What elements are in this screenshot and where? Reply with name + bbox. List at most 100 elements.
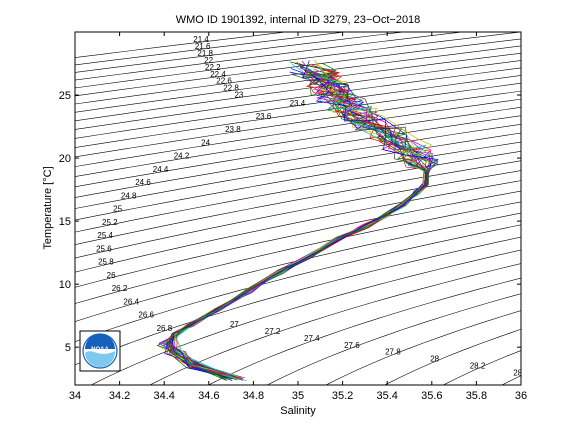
isopycnal-label: 21.6 (195, 42, 211, 51)
profile-line (162, 67, 439, 378)
isopycnal-label: 27 (230, 320, 239, 329)
isopycnal-line (75, 67, 521, 130)
profile-line (156, 73, 434, 380)
profile-lines (156, 59, 439, 381)
profile-line (166, 74, 427, 379)
y-tick-label: 20 (59, 153, 71, 165)
profile-line (166, 68, 428, 381)
profile-line (171, 70, 431, 380)
noaa-logo-sky (85, 334, 115, 349)
y-tick-label: 5 (65, 342, 71, 354)
profile-line (167, 65, 428, 380)
x-tick-label: 35.4 (376, 390, 397, 402)
profile-line (166, 63, 429, 378)
isopycnal-label: 25.4 (97, 231, 113, 240)
isopycnal-label: 24 (201, 139, 210, 148)
isopycnal-label: 23.4 (290, 99, 306, 108)
profile-line (172, 68, 428, 379)
x-tick-label: 35.2 (332, 390, 353, 402)
isopycnal-label: 23 (234, 91, 243, 100)
isopycnal-label: 22.4 (210, 70, 226, 79)
profile-line (166, 69, 428, 378)
isopycnal-label: 26.4 (123, 297, 139, 306)
y-tick-label: 25 (59, 90, 71, 102)
isopycnal-label: 26.8 (157, 324, 173, 333)
y-axis: 5 10 15 20 25 (59, 90, 521, 354)
x-tick-label: 34.2 (109, 390, 130, 402)
profile-line (167, 63, 431, 379)
isopycnal-label: 25.8 (98, 258, 114, 267)
x-tick-label: 36 (515, 390, 527, 402)
isopycnal-line (75, 32, 521, 89)
isopycnal-label: 28.6 (558, 376, 574, 385)
isopycnal-line (384, 328, 521, 385)
isopycnal-label: 28.4 (513, 369, 529, 378)
x-axis-label: Salinity (280, 405, 316, 417)
isopycnal-label: 25.6 (96, 244, 112, 253)
x-tick-label: 34.4 (153, 390, 174, 402)
isopycnal-line (75, 201, 521, 304)
x-tick-label: 35 (292, 390, 304, 402)
isopycnal-label: 22.2 (205, 63, 221, 72)
isopycnal-line (75, 236, 521, 366)
x-tick-label: 34 (69, 390, 81, 402)
isopycnal-label: 27.4 (304, 334, 320, 343)
isopycnal-line (75, 160, 521, 246)
noaa-logo-wave (85, 351, 116, 368)
x-tick-label: 34.8 (243, 390, 264, 402)
isopycnal-label: 28.2 (470, 362, 486, 371)
isopycnal-label: 24.8 (121, 191, 137, 200)
isopycnal-line (75, 38, 521, 97)
noaa-logo-text: NOAA (91, 347, 109, 353)
y-tick-label: 15 (59, 216, 71, 228)
x-tick-label: 34.6 (198, 390, 219, 402)
profile-line (168, 63, 428, 378)
isopycnal-label: 21.8 (197, 49, 213, 58)
isopycnal-label: 28 (430, 355, 439, 364)
isopycnal-line (90, 249, 521, 385)
isopycnal-line (518, 7, 576, 410)
isopycnal-line (266, 293, 521, 385)
isopycnal-label: 27.8 (385, 348, 401, 357)
profile-line (163, 63, 425, 378)
chart-title: WMO ID 1901392, internal ID 3279, 23−Oct… (176, 14, 421, 26)
isopycnal-line (75, 141, 521, 221)
isopycnal-label: 23.8 (225, 125, 241, 134)
isopycnal-label: 25.2 (102, 218, 118, 227)
profile-line (168, 63, 436, 378)
y-tick-label: 10 (59, 279, 71, 291)
isopycnal-line (75, 32, 465, 81)
isopycnal-label: 24.4 (153, 165, 169, 174)
x-axis: 34 34.2 34.4 34.6 34.8 35 35.2 35.4 35.6 35.8 36 (69, 32, 527, 402)
noaa-logo: NOAA (79, 330, 121, 372)
isopycnal-label: 23.2 (327, 86, 343, 95)
isopycnal-label: 26.6 (138, 311, 154, 320)
isopycnal-line (75, 150, 521, 233)
isopycnal-label: 27.6 (344, 341, 360, 350)
isopycnal-line (75, 170, 521, 259)
isopycnal-label: 27.2 (265, 327, 281, 336)
isopycnal-label: 26 (107, 271, 116, 280)
isopycnal-label: 24.6 (135, 178, 151, 187)
y-axis-label: Temperature [°C] (42, 166, 54, 249)
isopycnal-label: 24.2 (174, 152, 190, 161)
isopycnal-line (75, 60, 521, 122)
profile-line (165, 68, 432, 379)
isopycnal-line (149, 263, 521, 385)
isopycnal-label: 21.4 (193, 35, 209, 44)
isopycnal-label: 22 (204, 56, 213, 65)
isopycnal-line (325, 310, 521, 385)
isopycnal-line (208, 277, 521, 385)
isopycnal-line (75, 52, 521, 113)
profile-line (174, 67, 439, 379)
isopycnal-line (75, 190, 521, 288)
isopycnal-label: 23.6 (256, 112, 272, 121)
isopycnal-label: 22.8 (223, 84, 239, 93)
isopycnal-line (75, 180, 521, 273)
isopycnal-line (501, 375, 521, 385)
isopycnal-label: 26.2 (112, 284, 128, 293)
isopycnal-label: 22.6 (216, 77, 232, 86)
x-tick-label: 35.6 (421, 390, 442, 402)
